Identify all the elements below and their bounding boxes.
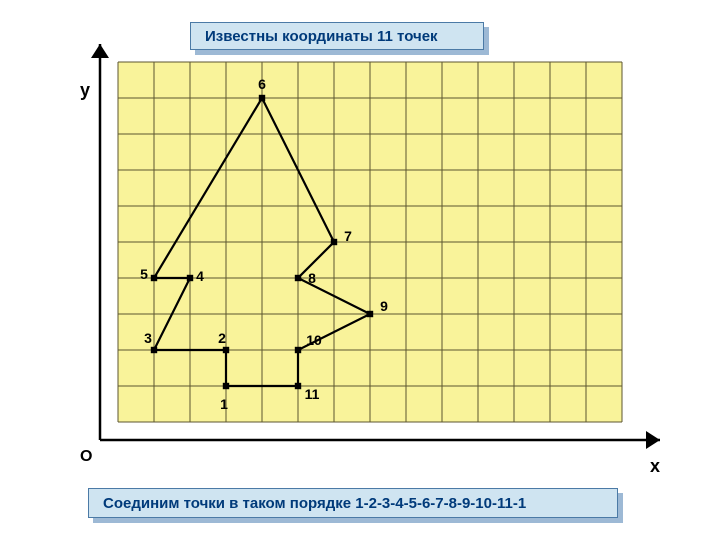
point-label-4: 4 bbox=[196, 268, 204, 284]
point-label-9: 9 bbox=[380, 298, 388, 314]
point-label-8: 8 bbox=[308, 270, 316, 286]
point-label-3: 3 bbox=[144, 330, 152, 346]
point-label-10: 10 bbox=[306, 332, 322, 348]
point-label-1: 1 bbox=[220, 396, 228, 412]
x-axis-label: x bbox=[650, 456, 660, 477]
point-label-2: 2 bbox=[218, 330, 226, 346]
point-label-6: 6 bbox=[258, 76, 266, 92]
bottom-banner-text: Соединим точки в таком порядке 1-2-3-4-5… bbox=[103, 495, 526, 512]
point-label-5: 5 bbox=[140, 266, 148, 282]
y-axis-label: y bbox=[80, 80, 90, 101]
point-label-11: 11 bbox=[305, 386, 320, 402]
plot-svg bbox=[0, 0, 720, 540]
origin-label: О bbox=[80, 448, 92, 466]
bottom-banner: Соединим точки в таком порядке 1-2-3-4-5… bbox=[88, 488, 618, 518]
point-label-7: 7 bbox=[344, 228, 352, 244]
stage: Известны координаты 11 точек x y О 12345… bbox=[0, 0, 720, 540]
